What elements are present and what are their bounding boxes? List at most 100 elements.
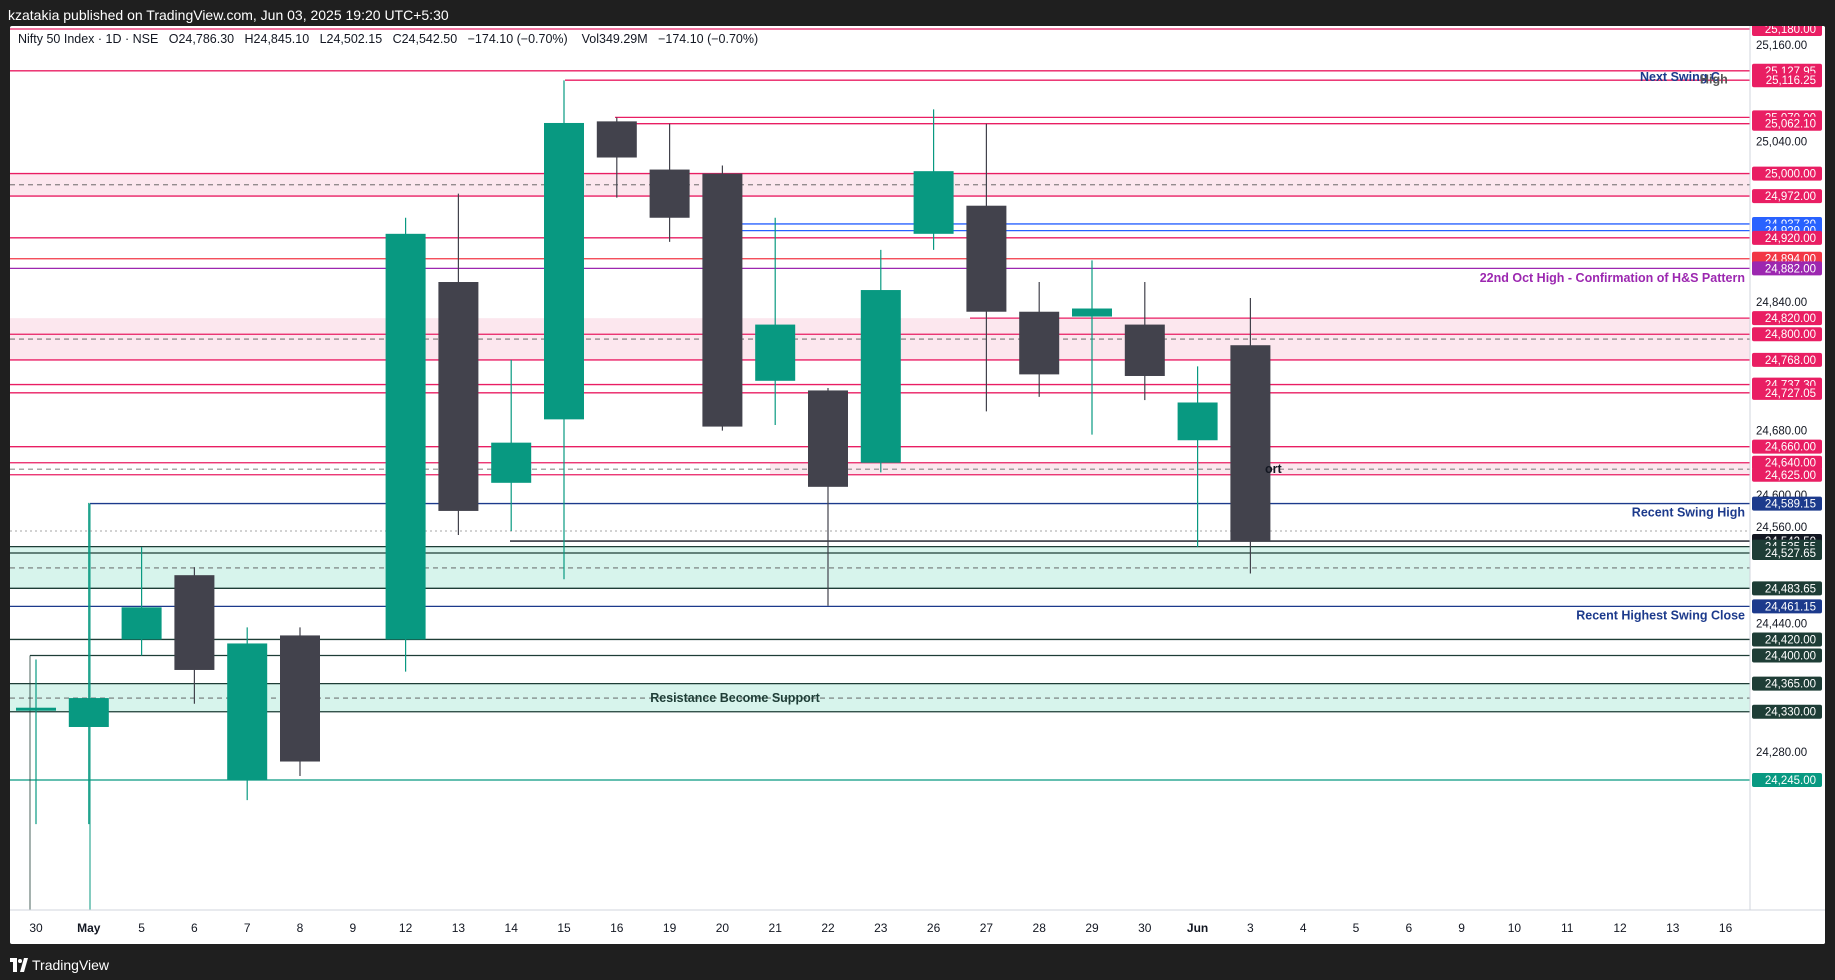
annotation-label: 22nd Oct High - Confirmation of H&S Patt… [1480, 271, 1745, 285]
candle-body[interactable] [544, 122, 584, 420]
candle-body[interactable] [596, 121, 637, 158]
price-tag [1752, 704, 1822, 719]
price-tag-label: 24,727.05 [1765, 388, 1816, 400]
chart-panel[interactable]: Next Swing C High 22nd Oct High - Confirma… [10, 26, 1825, 944]
x-tick-label: 8 [297, 921, 304, 935]
price-tag [1752, 496, 1822, 511]
open-value: 24,786.30 [178, 32, 235, 46]
zone-band [10, 683, 1750, 712]
price-tag [1752, 230, 1822, 245]
price-tag-label: 24,400.00 [1765, 651, 1816, 663]
zone-band [10, 173, 1750, 197]
price-tag [1752, 632, 1822, 647]
candle-body[interactable] [491, 442, 532, 483]
price-tag [1752, 352, 1822, 367]
change-value: −174.10 (−0.70%) [467, 32, 568, 46]
y-tick-label: 24,440.00 [1756, 618, 1807, 630]
x-tick-label: 6 [1405, 921, 1412, 935]
x-tick-label: 9 [349, 921, 356, 935]
annotation-label: Recent Swing High [1632, 506, 1745, 520]
tradingview-logo-icon[interactable] [10, 958, 28, 972]
price-tag [1752, 166, 1822, 181]
candle-body[interactable] [966, 205, 1007, 312]
price-tag [1752, 581, 1822, 596]
price-tag [1752, 261, 1822, 276]
high-value: 24,845.10 [253, 32, 310, 46]
y-tick-label: 25,040.00 [1756, 136, 1807, 148]
candle-body[interactable] [227, 643, 268, 780]
x-tick-label: May [77, 921, 101, 935]
x-tick-label: 7 [244, 921, 251, 935]
symbol-label: Nifty 50 Index · 1D · NSE [18, 32, 159, 46]
price-tag-label: 24,768.00 [1765, 355, 1816, 367]
y-tick-label: 24,560.00 [1756, 522, 1807, 534]
price-tag-label: 24,330.00 [1765, 707, 1816, 719]
brand-name[interactable]: TradingView [32, 957, 110, 973]
x-tick-label: 16 [610, 921, 624, 935]
price-tag [1752, 311, 1822, 326]
candle-body[interactable] [385, 233, 426, 640]
price-tag [1752, 455, 1822, 470]
price-tag-label: 24,527.65 [1765, 548, 1816, 560]
x-tick-label: Jun [1187, 921, 1208, 935]
x-tick-label: 16 [1719, 921, 1733, 935]
x-tick-label: 19 [663, 921, 677, 935]
price-axis[interactable] [1750, 26, 1825, 944]
x-tick-label: 10 [1508, 921, 1522, 935]
candle-body[interactable] [68, 698, 109, 727]
price-tag-label: 24,920.00 [1765, 233, 1816, 245]
x-tick-label: 13 [1666, 921, 1680, 935]
x-tick-label: 9 [1458, 921, 1465, 935]
price-tag-label: 24,660.00 [1765, 442, 1816, 454]
y-tick-label: 24,280.00 [1756, 747, 1807, 759]
candle-body[interactable] [755, 324, 796, 381]
annotation-label: Resistance Become Support [650, 691, 820, 705]
price-tag [1752, 439, 1822, 454]
price-tag-label: 24,420.00 [1765, 634, 1816, 646]
candle-body[interactable] [174, 575, 215, 670]
volume-value: 349.29M [599, 32, 648, 46]
close-value: 24,542.50 [401, 32, 458, 46]
price-tag [1752, 545, 1822, 560]
candle-body[interactable] [649, 169, 690, 218]
candle-body[interactable] [1230, 345, 1271, 542]
x-tick-label: 22 [821, 921, 835, 935]
candle-body[interactable] [438, 282, 479, 511]
price-tag-label: 24,625.00 [1765, 470, 1816, 482]
candle-body[interactable] [1124, 324, 1165, 376]
volume-label: Vol [581, 32, 599, 46]
candle-body[interactable] [280, 635, 320, 762]
candle-body[interactable] [121, 607, 162, 640]
price-tag-label: 24,483.65 [1765, 583, 1816, 595]
price-tag-label: 24,882.00 [1765, 263, 1816, 275]
candle-body[interactable] [1019, 311, 1060, 375]
price-tag [1752, 385, 1822, 400]
candle-body[interactable] [860, 290, 901, 463]
x-tick-label: 12 [1613, 921, 1627, 935]
x-tick-label: 6 [191, 921, 198, 935]
candle-body[interactable] [1177, 402, 1218, 441]
candle-body[interactable] [913, 171, 954, 234]
annotation-label: Recent Highest Swing Close [1576, 608, 1745, 622]
candle-body[interactable] [16, 707, 56, 711]
y-tick-label: 24,840.00 [1756, 297, 1807, 309]
candle-body[interactable] [702, 173, 743, 427]
publisher-line: kzatakia published on TradingView.com, J… [8, 7, 449, 23]
low-label: L [319, 32, 327, 46]
price-tag-label: 24,820.00 [1765, 313, 1816, 325]
footer-bar: TradingView [0, 950, 1835, 980]
price-tag-label: 24,365.00 [1765, 679, 1816, 691]
x-tick-label: 23 [874, 921, 888, 935]
x-tick-label: 27 [980, 921, 994, 935]
x-tick-label: 26 [927, 921, 941, 935]
price-tag [1752, 648, 1822, 663]
price-tag [1752, 599, 1822, 614]
price-tag-label: 24,461.15 [1765, 601, 1816, 613]
candle-body[interactable] [808, 390, 848, 487]
price-tag-label: 25,180.00 [1765, 26, 1816, 36]
price-tag-label: 24,245.00 [1765, 775, 1816, 787]
price-tag [1752, 73, 1822, 88]
candle-body[interactable] [1072, 308, 1112, 317]
price-tag-label: 24,972.00 [1765, 191, 1816, 203]
